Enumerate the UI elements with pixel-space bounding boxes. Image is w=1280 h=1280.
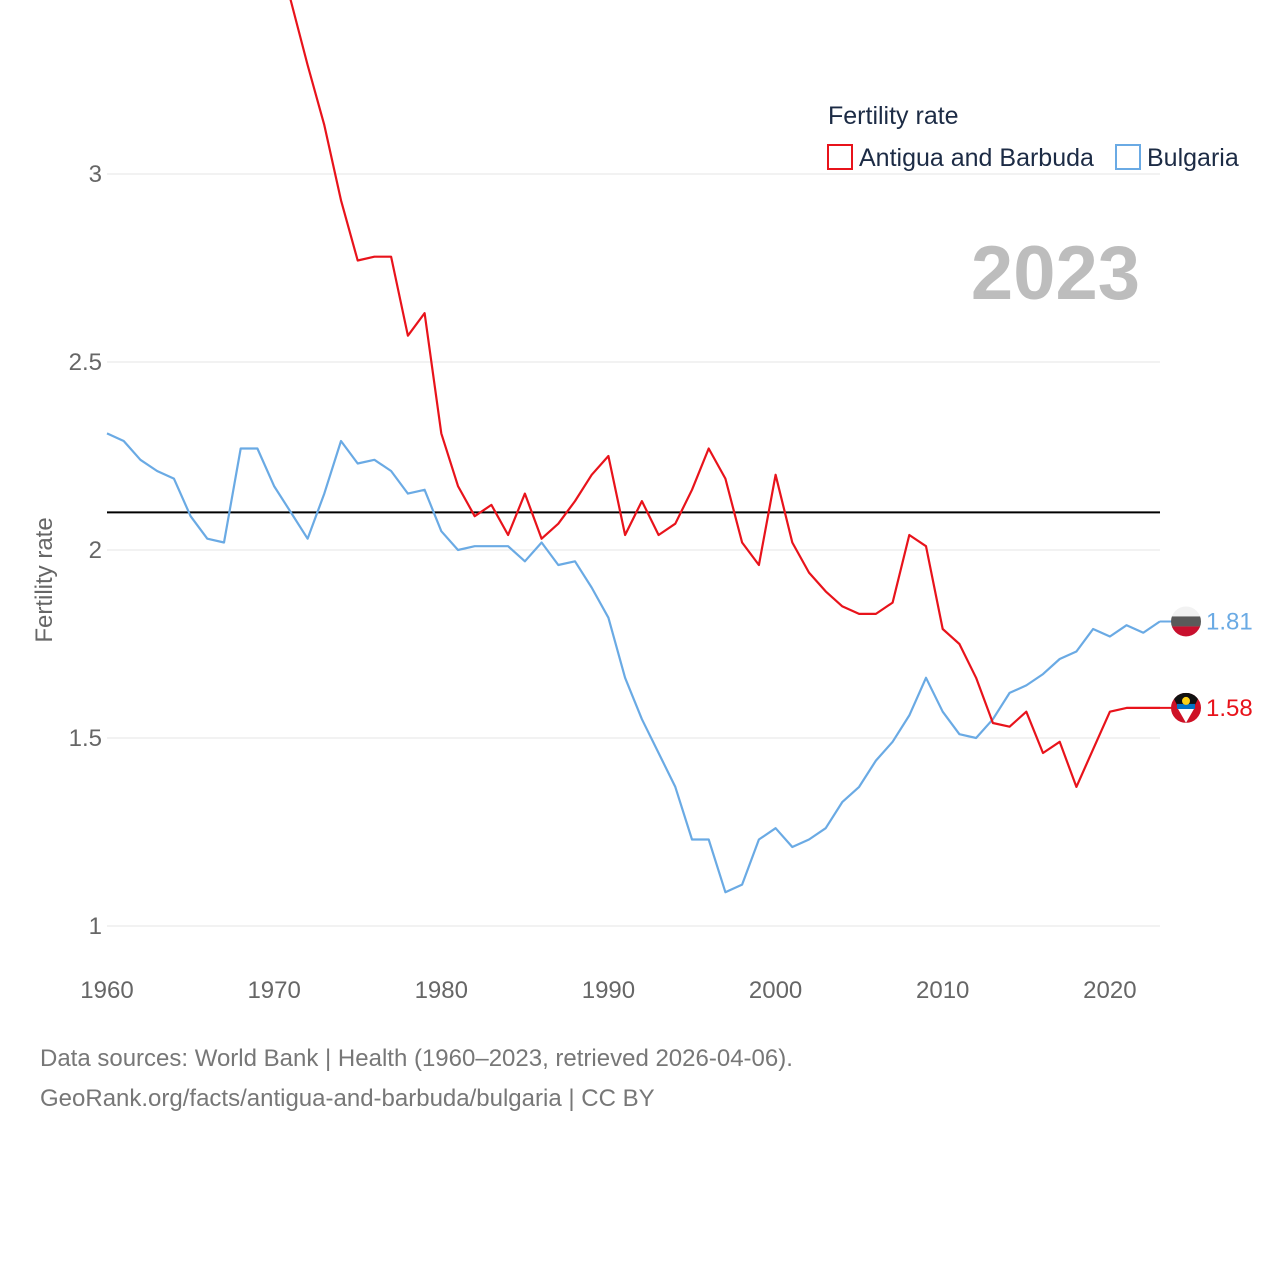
attribution-link[interactable]: GeoRank.org/facts/antigua-and-barbuda/bu… bbox=[40, 1085, 655, 1112]
legend-title: Fertility rate bbox=[828, 102, 959, 130]
end-marker-antigua-and-barbuda: 1.58 bbox=[1160, 692, 1253, 723]
flag-antigua-and-barbuda-icon bbox=[1171, 692, 1201, 723]
end-value-label-bulgaria: 1.81 bbox=[1206, 608, 1253, 635]
y-tick-label: 1.5 bbox=[69, 725, 102, 752]
legend-label-bulgaria: Bulgaria bbox=[1147, 144, 1239, 172]
flag-bulgaria-icon bbox=[1171, 606, 1201, 637]
y-axis-ticks: 11.522.533.544.5 bbox=[69, 161, 102, 940]
x-tick-label: 2000 bbox=[749, 977, 802, 1004]
legend-item-bulgaria[interactable]: Bulgaria bbox=[1115, 144, 1239, 172]
series-end-markers: 1.81 1.58 bbox=[1160, 606, 1253, 723]
series-line-antigua-and-barbuda[interactable] bbox=[107, 0, 1160, 789]
x-tick-label: 1980 bbox=[415, 977, 468, 1004]
x-tick-label: 1990 bbox=[582, 977, 635, 1004]
y-tick-label: 2.5 bbox=[69, 349, 102, 376]
end-value-label-antigua-and-barbuda: 1.58 bbox=[1206, 695, 1253, 722]
legend-swatch-antigua-and-barbuda bbox=[827, 144, 853, 170]
x-tick-label: 2010 bbox=[916, 977, 969, 1004]
legend-label-antigua-and-barbuda: Antigua and Barbuda bbox=[859, 144, 1094, 172]
legend-item-antigua-and-barbuda[interactable]: Antigua and Barbuda bbox=[827, 144, 1094, 172]
x-axis-ticks: 1960 1970 1980 1990 2000 2010 2020 bbox=[80, 977, 1136, 1004]
series-line-bulgaria[interactable] bbox=[106, 432, 1161, 894]
x-tick-label: 2020 bbox=[1083, 977, 1136, 1004]
y-tick-label: 3 bbox=[89, 161, 102, 188]
data-sources-note: Data sources: World Bank | Health (1960–… bbox=[40, 1045, 793, 1072]
gridlines bbox=[107, 173, 1160, 927]
legend-swatch-bulgaria bbox=[1115, 144, 1141, 170]
end-marker-bulgaria: 1.81 bbox=[1160, 606, 1253, 637]
year-label: 2023 bbox=[971, 231, 1140, 316]
y-tick-label: 1 bbox=[89, 913, 102, 940]
series-lines bbox=[106, 0, 1161, 894]
y-tick-label: 2 bbox=[89, 537, 102, 564]
x-tick-label: 1960 bbox=[80, 977, 133, 1004]
x-tick-label: 1970 bbox=[247, 977, 300, 1004]
y-axis-title: Fertility rate bbox=[31, 517, 58, 642]
